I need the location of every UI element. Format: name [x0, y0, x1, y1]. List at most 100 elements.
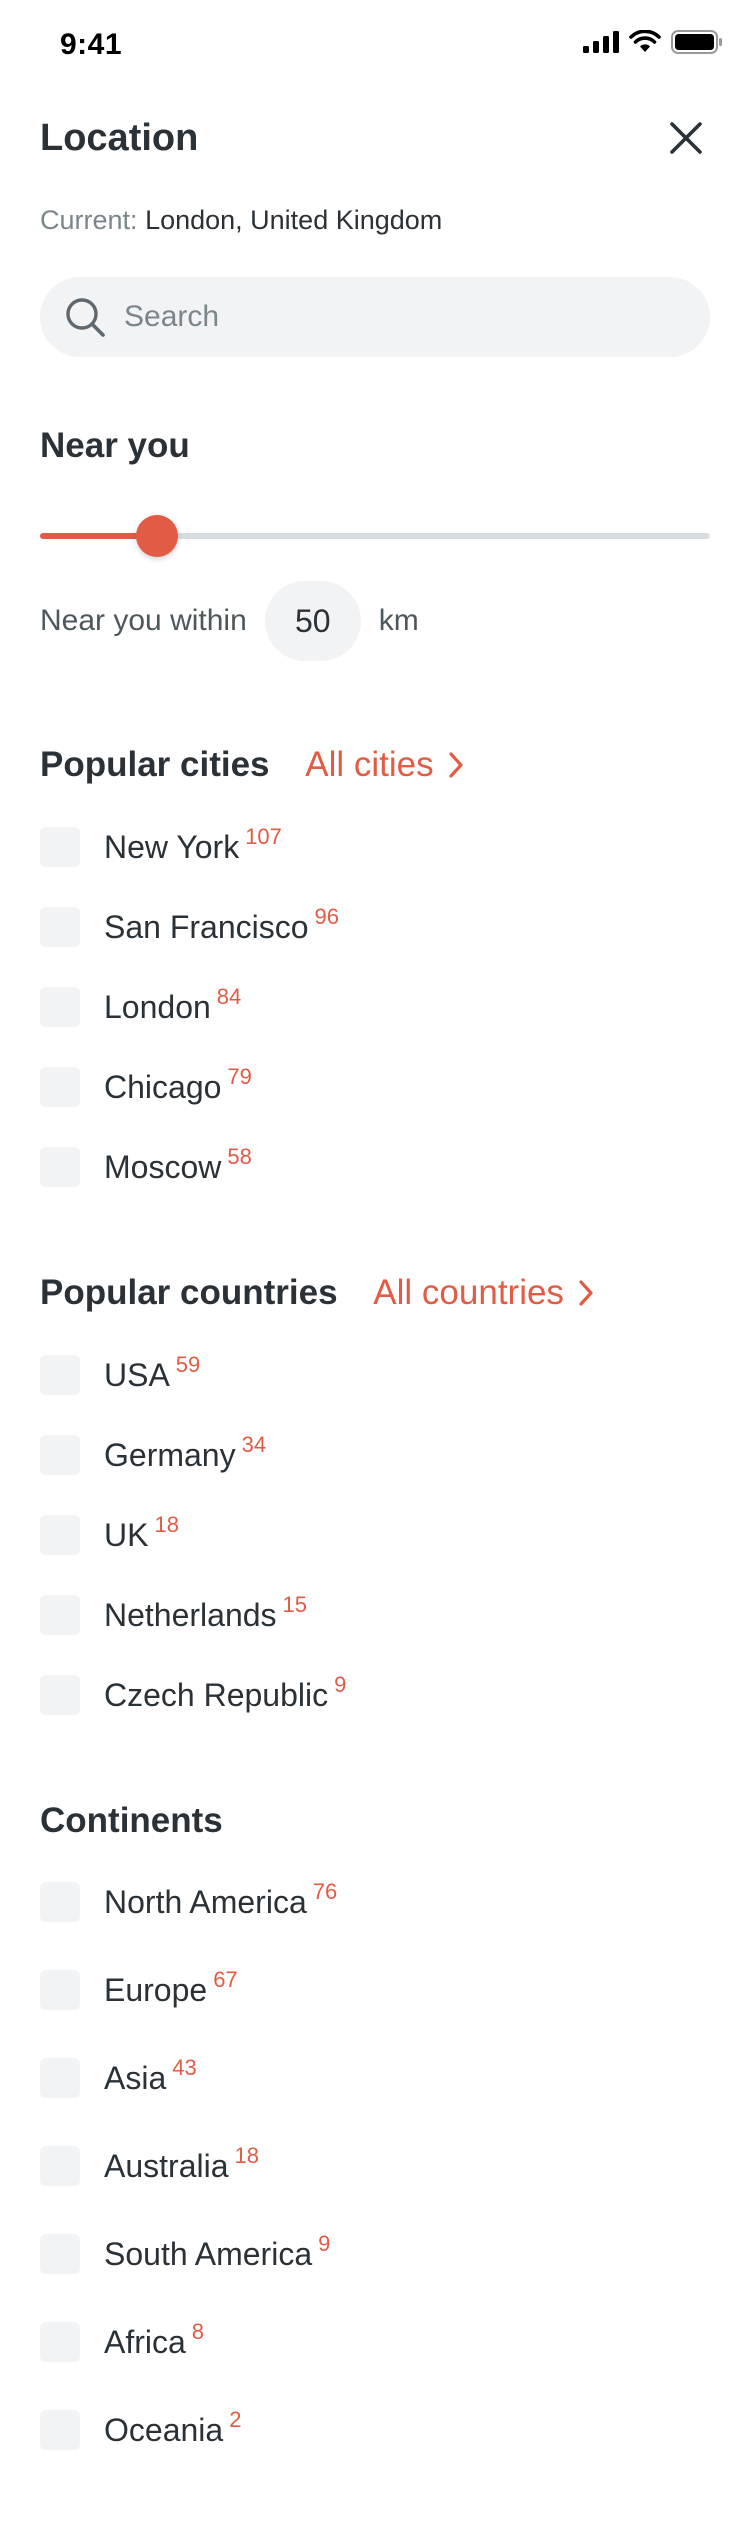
- checkbox[interactable]: [40, 827, 80, 867]
- checkbox[interactable]: [40, 1970, 80, 2010]
- search-input[interactable]: [124, 300, 684, 334]
- checkbox[interactable]: [40, 1675, 80, 1715]
- all-cities-link-label: All cities: [305, 745, 434, 784]
- all-countries-link-label: All countries: [373, 1273, 564, 1312]
- close-icon: [670, 122, 702, 154]
- item-label: Oceania: [104, 2411, 224, 2448]
- item-count: 43: [172, 2055, 197, 2080]
- list-item[interactable]: UK 18: [40, 1510, 179, 1560]
- chevron-right-icon: [579, 1280, 593, 1306]
- wifi-icon: [629, 30, 661, 52]
- item-label: UK: [104, 1516, 149, 1553]
- slider-thumb[interactable]: [136, 515, 178, 557]
- search-bar[interactable]: [40, 277, 710, 357]
- status-bar: 9:41: [0, 0, 750, 88]
- list-item[interactable]: San Francisco 96: [40, 902, 339, 952]
- checkbox[interactable]: [40, 1067, 80, 1107]
- radius-row: Near you within 50 km: [40, 580, 419, 662]
- item-count: 9: [318, 2231, 331, 2256]
- list-item[interactable]: South America 9: [40, 2229, 330, 2279]
- status-icons: [583, 30, 723, 54]
- item-count: 34: [241, 1432, 267, 1457]
- item-label: Germany: [104, 1436, 236, 1473]
- popular-countries-title-text: Popular countries: [40, 1273, 338, 1312]
- item-label: Moscow: [104, 1148, 222, 1185]
- search-icon: [66, 298, 105, 337]
- item-label: North America: [104, 1883, 307, 1920]
- near-you-title-text: Near you: [40, 426, 190, 465]
- chevron-right-icon: [449, 752, 463, 778]
- item-count: 67: [213, 1967, 238, 1992]
- list-item[interactable]: Chicago 79: [40, 1062, 252, 1112]
- checkbox[interactable]: [40, 1515, 80, 1555]
- item-count: 18: [234, 2143, 259, 2168]
- slider-fill: [40, 533, 157, 539]
- item-count: 58: [227, 1144, 252, 1169]
- item-count: 107: [245, 824, 282, 849]
- item-label: San Francisco: [104, 908, 309, 945]
- status-time: 9:41: [60, 28, 123, 61]
- list-item[interactable]: Netherlands 15: [40, 1590, 307, 1640]
- item-label: New York: [104, 828, 240, 865]
- item-count: 79: [227, 1064, 252, 1089]
- checkbox[interactable]: [40, 2322, 80, 2362]
- item-label: South America: [104, 2235, 313, 2272]
- distance-slider[interactable]: [40, 506, 710, 566]
- checkbox[interactable]: [40, 1435, 80, 1475]
- item-count: 59: [175, 1352, 201, 1377]
- item-count: 76: [312, 1879, 338, 1904]
- item-label: Chicago: [104, 1068, 222, 1105]
- radius-label: Near you within: [40, 604, 247, 637]
- list-item[interactable]: Europe 67: [40, 1965, 238, 2015]
- item-count: 9: [334, 1672, 347, 1697]
- item-count: 84: [216, 984, 242, 1009]
- all-countries-link[interactable]: All countries: [373, 1271, 594, 1315]
- item-label: Africa: [104, 2323, 186, 2360]
- radius-unit: km: [378, 604, 419, 637]
- list-item[interactable]: Africa 8: [40, 2317, 204, 2367]
- signal-icon: [583, 31, 619, 53]
- list-item[interactable]: North America 76: [40, 1877, 337, 1927]
- list-item[interactable]: USA 59: [40, 1350, 200, 1400]
- current-location-value: London, United Kingdom: [145, 205, 443, 235]
- popular-cities-title: Popular cities All cities: [40, 743, 464, 787]
- item-count: 8: [191, 2319, 205, 2344]
- popular-cities-title-text: Popular cities: [40, 745, 270, 784]
- list-item[interactable]: Australia 18: [40, 2141, 259, 2191]
- item-label: London: [104, 988, 211, 1025]
- page-title: Location: [40, 117, 199, 159]
- item-count: 2: [229, 2407, 242, 2432]
- checkbox[interactable]: [40, 1147, 80, 1187]
- checkbox[interactable]: [40, 2058, 80, 2098]
- current-location: Current: London, United Kingdom: [40, 202, 442, 238]
- slider-track[interactable]: [40, 533, 710, 539]
- battery-icon: [671, 30, 722, 54]
- continents-title-text: Continents: [40, 1801, 223, 1840]
- checkbox[interactable]: [40, 2234, 80, 2274]
- checkbox[interactable]: [40, 987, 80, 1027]
- checkbox[interactable]: [40, 2410, 80, 2450]
- item-count: 96: [314, 904, 340, 929]
- list-item[interactable]: New York 107: [40, 822, 282, 872]
- item-count: 18: [154, 1512, 179, 1537]
- list-item[interactable]: Oceania 2: [40, 2405, 241, 2455]
- list-item[interactable]: Asia 43: [40, 2053, 197, 2103]
- checkbox[interactable]: [40, 907, 80, 947]
- checkbox[interactable]: [40, 2146, 80, 2186]
- close-button[interactable]: [662, 114, 710, 162]
- item-label: Europe: [104, 1971, 208, 2008]
- continents-title: Continents: [40, 1799, 223, 1843]
- all-cities-link[interactable]: All cities: [305, 743, 463, 787]
- checkbox[interactable]: [40, 1355, 80, 1395]
- checkbox[interactable]: [40, 1595, 80, 1635]
- radius-value-input[interactable]: 50: [264, 581, 361, 661]
- checkbox[interactable]: [40, 1882, 80, 1922]
- list-item[interactable]: Moscow 58: [40, 1142, 252, 1192]
- list-item[interactable]: London 84: [40, 982, 241, 1032]
- near-you-title: Near you: [40, 424, 190, 468]
- list-item[interactable]: Czech Republic 9: [40, 1670, 346, 1720]
- item-count: 15: [282, 1592, 308, 1617]
- current-location-label: Current:: [40, 205, 138, 235]
- list-item[interactable]: Germany 34: [40, 1430, 266, 1480]
- popular-countries-title: Popular countries All countries: [40, 1271, 594, 1315]
